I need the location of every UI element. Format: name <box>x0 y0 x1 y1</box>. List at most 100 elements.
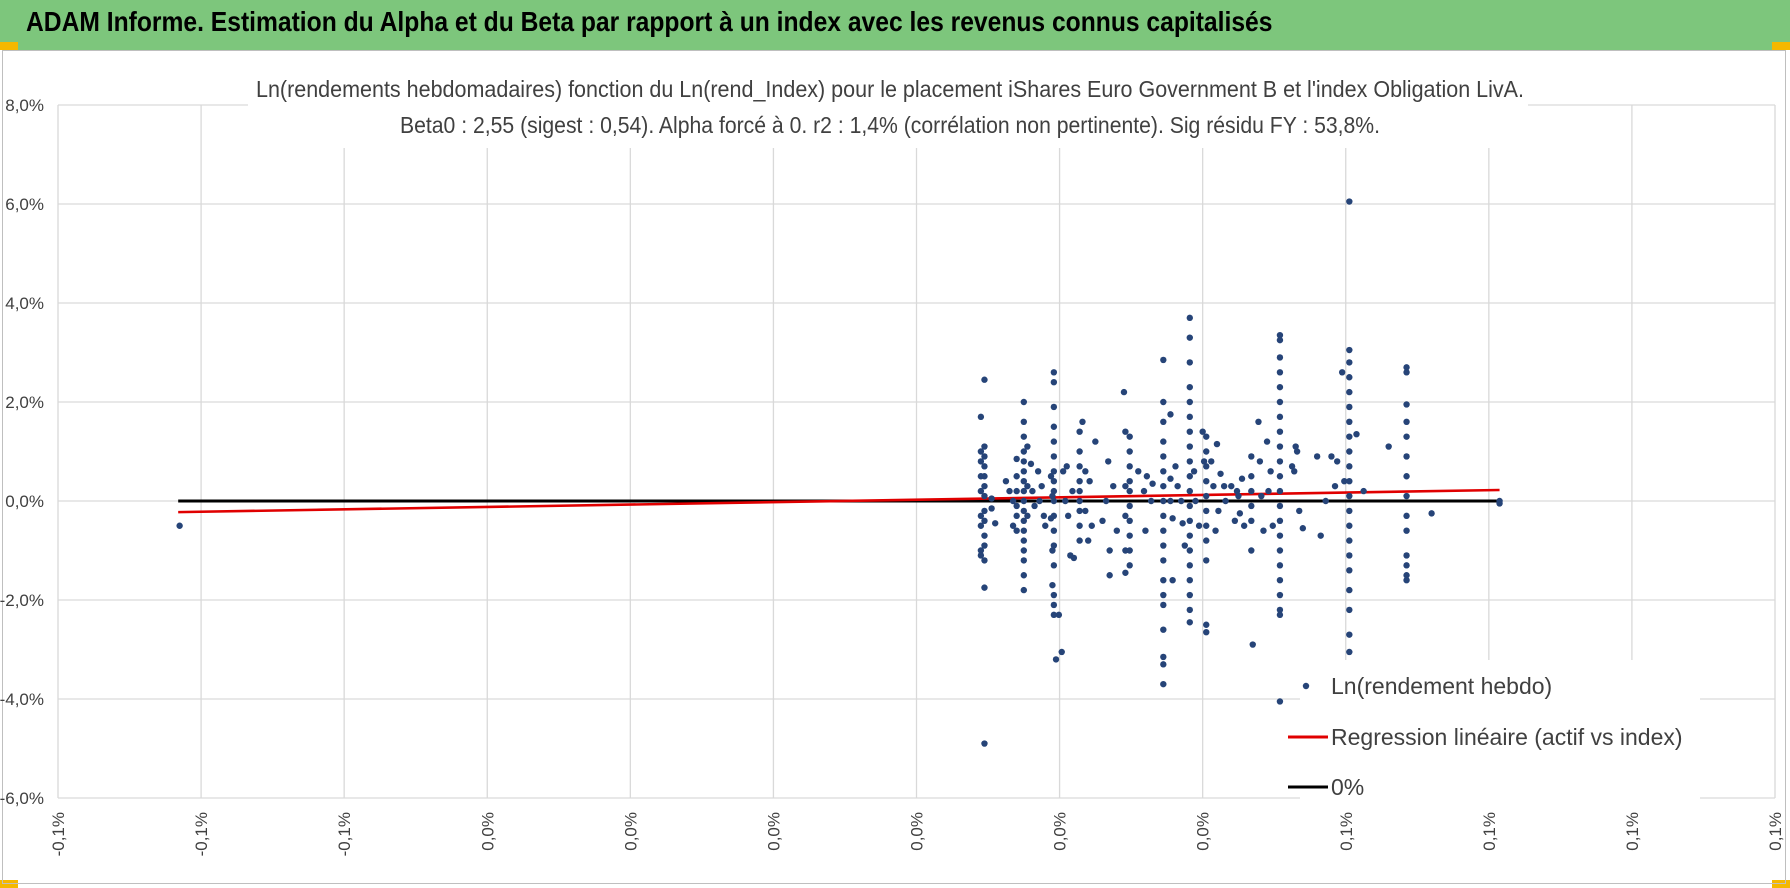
data-point <box>1142 527 1149 534</box>
data-point <box>1020 487 1028 495</box>
data-point <box>1160 557 1167 564</box>
data-point <box>1276 547 1284 554</box>
data-point <box>1322 497 1329 505</box>
data-point <box>1346 359 1353 366</box>
data-point <box>1248 517 1255 524</box>
x-tick-label: 0,0% <box>1051 812 1070 851</box>
data-point <box>1403 418 1410 425</box>
data-point <box>1174 482 1181 490</box>
data-point <box>1276 532 1284 539</box>
y-tick-label: 6,0% <box>5 195 44 214</box>
data-point <box>981 453 988 460</box>
data-point <box>1186 383 1193 391</box>
data-point <box>1186 487 1193 495</box>
data-point <box>988 505 995 512</box>
data-point <box>1050 611 1058 619</box>
data-point <box>1203 463 1210 470</box>
data-point <box>1050 403 1058 411</box>
data-point <box>1403 572 1410 579</box>
data-point <box>1160 601 1167 609</box>
data-point <box>981 443 988 450</box>
data-point <box>1050 369 1058 376</box>
data-point <box>981 376 988 383</box>
data-point <box>1020 468 1028 475</box>
data-point <box>1288 463 1296 470</box>
data-point <box>1403 512 1410 520</box>
data-point <box>1050 487 1058 495</box>
data-point <box>977 512 985 520</box>
data-point <box>1496 497 1503 505</box>
data-point <box>1172 463 1179 470</box>
data-point <box>1020 517 1028 524</box>
data-point <box>981 507 988 515</box>
data-point <box>1050 527 1058 534</box>
data-point <box>1102 497 1110 505</box>
data-point <box>1002 478 1010 485</box>
data-point <box>1050 562 1058 569</box>
x-tick-label: 0,0% <box>478 812 497 851</box>
data-point <box>1160 398 1167 406</box>
data-point <box>1160 497 1167 505</box>
data-point <box>1020 537 1028 544</box>
data-point <box>1231 517 1239 524</box>
corner-marker-top-left <box>0 42 18 50</box>
data-point <box>1190 468 1198 475</box>
data-point <box>1029 487 1036 495</box>
x-tick-label: 0,0% <box>621 812 640 851</box>
data-point <box>977 522 985 529</box>
data-point <box>1149 480 1156 487</box>
data-point <box>1276 458 1284 465</box>
data-point <box>1346 463 1353 470</box>
data-point <box>1186 502 1193 510</box>
data-point <box>1186 428 1193 435</box>
data-point <box>1050 497 1058 505</box>
data-point <box>1013 512 1020 520</box>
data-point <box>1042 522 1049 529</box>
data-point <box>1050 512 1058 520</box>
data-point <box>1403 552 1410 559</box>
data-point <box>1212 527 1219 534</box>
legend-marker-points <box>1302 682 1310 690</box>
data-point <box>1213 440 1221 448</box>
data-point <box>981 532 988 539</box>
data-point <box>977 487 985 495</box>
data-point <box>1346 586 1353 594</box>
data-point <box>1181 542 1188 549</box>
data-point <box>1403 401 1410 408</box>
data-point <box>1346 537 1353 544</box>
data-point <box>1009 497 1017 505</box>
data-point <box>1276 383 1284 391</box>
data-point <box>1020 527 1028 534</box>
data-point <box>1049 492 1056 500</box>
data-point <box>1313 453 1321 460</box>
data-point <box>1160 418 1167 425</box>
x-tick-label: 0,1% <box>1766 812 1785 851</box>
data-point <box>1020 448 1028 455</box>
data-point <box>1346 198 1353 205</box>
data-point <box>1248 487 1255 495</box>
data-point <box>1126 532 1133 539</box>
data-point <box>977 413 985 421</box>
data-point <box>1341 478 1348 485</box>
data-point <box>1276 428 1284 435</box>
data-point <box>1186 398 1193 406</box>
data-point <box>1160 661 1167 668</box>
data-point <box>176 522 183 529</box>
data-point <box>1147 497 1155 505</box>
data-point <box>981 463 988 470</box>
data-point <box>1403 473 1410 480</box>
data-point <box>1160 680 1167 688</box>
x-tick-label: -0,1% <box>192 812 211 856</box>
data-point <box>1200 458 1208 465</box>
data-point <box>1267 468 1274 475</box>
data-point <box>1126 547 1133 554</box>
data-point <box>1186 413 1193 421</box>
data-point <box>1222 497 1229 505</box>
data-point <box>1203 478 1210 485</box>
data-point <box>1186 532 1193 539</box>
chart-title-line1: Ln(rendements hebdomadaires) fonction du… <box>256 76 1524 102</box>
data-point <box>1186 359 1193 366</box>
data-point <box>1076 448 1083 455</box>
data-point <box>1276 562 1284 569</box>
data-point <box>1160 542 1167 549</box>
